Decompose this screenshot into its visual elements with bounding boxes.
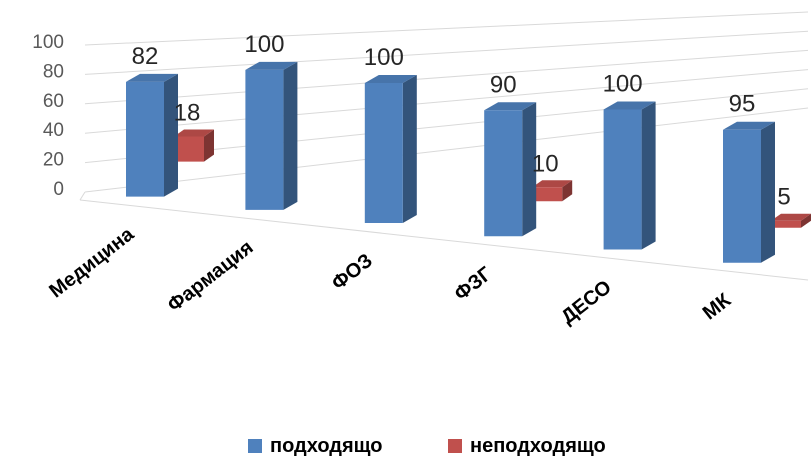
y-tick-label: 20	[43, 150, 64, 171]
y-tick-label: 60	[43, 91, 64, 112]
y-tick-label: 80	[43, 61, 64, 82]
bar-неподходящо	[532, 180, 573, 202]
category-label: Фармация	[164, 236, 258, 316]
legend-label: неподходящо	[470, 435, 606, 457]
data-label: 100	[603, 70, 643, 97]
legend-swatch	[248, 439, 262, 453]
y-tick-label: 100	[32, 32, 64, 53]
category-label: МК	[699, 289, 736, 325]
gridline	[84, 11, 809, 46]
y-axis: 0 20 40 60 80 100	[32, 32, 64, 200]
category-label: ФОЗ	[328, 250, 377, 295]
data-label: 5	[777, 184, 790, 211]
bar-неподходящо	[174, 129, 214, 162]
floor-side-edge	[79, 191, 86, 201]
bar-подходящо	[603, 101, 656, 250]
category-label: ФЗГ	[450, 263, 496, 306]
legend-swatch	[448, 439, 462, 453]
legend: подходящо неподходящо	[248, 435, 606, 457]
legend-label: подходящо	[270, 435, 383, 457]
data-label: 100	[244, 31, 284, 58]
y-tick-label: 0	[53, 179, 64, 200]
gridline	[84, 49, 809, 105]
bar-подходящо	[484, 102, 537, 237]
data-label: 82	[132, 43, 159, 70]
floor-edge	[79, 199, 809, 281]
category-label: ДЕСО	[557, 276, 616, 328]
data-label: 18	[174, 99, 201, 126]
gridline	[84, 69, 809, 134]
bars	[126, 61, 811, 263]
category-label: Медицина	[45, 223, 138, 303]
bar-подходящо	[126, 73, 178, 197]
bar-подходящо	[364, 75, 417, 224]
gridline	[84, 107, 809, 193]
data-label: 10	[532, 150, 559, 177]
data-label: 95	[729, 91, 756, 118]
y-tick-label: 40	[43, 120, 64, 141]
data-label: 90	[490, 71, 517, 98]
data-labels: 82 18 100 100 90 10 100 95 5	[132, 31, 791, 211]
bar-подходящо	[723, 121, 775, 263]
bar-неподходящо	[771, 213, 811, 228]
data-label: 100	[364, 44, 404, 71]
bar-подходящо	[245, 61, 298, 210]
gridline	[84, 30, 809, 75]
